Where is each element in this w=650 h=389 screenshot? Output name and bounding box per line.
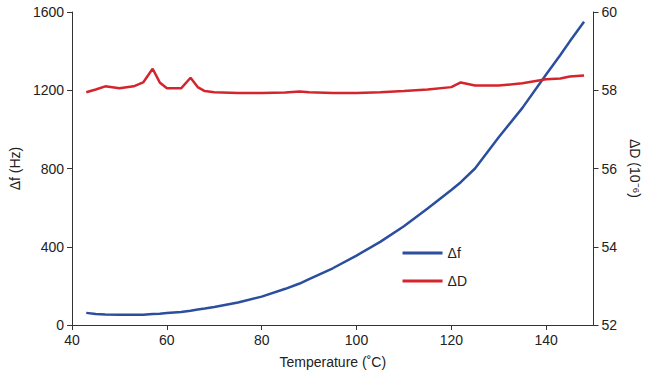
svg-text:1200: 1200 bbox=[33, 82, 64, 98]
svg-text:800: 800 bbox=[41, 161, 65, 177]
svg-text:400: 400 bbox=[41, 239, 65, 255]
svg-text:56: 56 bbox=[602, 161, 618, 177]
svg-text:100: 100 bbox=[345, 332, 369, 348]
svg-text:ΔD (10⁻⁶): ΔD (10⁻⁶) bbox=[627, 139, 643, 198]
svg-text:Temperature (˚C): Temperature (˚C) bbox=[279, 354, 386, 370]
svg-text:Δf (Hz): Δf (Hz) bbox=[7, 147, 23, 191]
svg-text:0: 0 bbox=[56, 317, 64, 333]
svg-text:140: 140 bbox=[534, 332, 558, 348]
svg-text:ΔD: ΔD bbox=[448, 273, 467, 289]
svg-text:54: 54 bbox=[602, 239, 618, 255]
svg-text:120: 120 bbox=[440, 332, 464, 348]
svg-text:1600: 1600 bbox=[33, 4, 64, 20]
svg-text:52: 52 bbox=[602, 317, 618, 333]
svg-text:60: 60 bbox=[159, 332, 175, 348]
svg-text:60: 60 bbox=[602, 4, 618, 20]
svg-text:Δf: Δf bbox=[448, 245, 461, 261]
svg-text:40: 40 bbox=[64, 332, 80, 348]
svg-text:58: 58 bbox=[602, 82, 618, 98]
svg-text:80: 80 bbox=[254, 332, 270, 348]
